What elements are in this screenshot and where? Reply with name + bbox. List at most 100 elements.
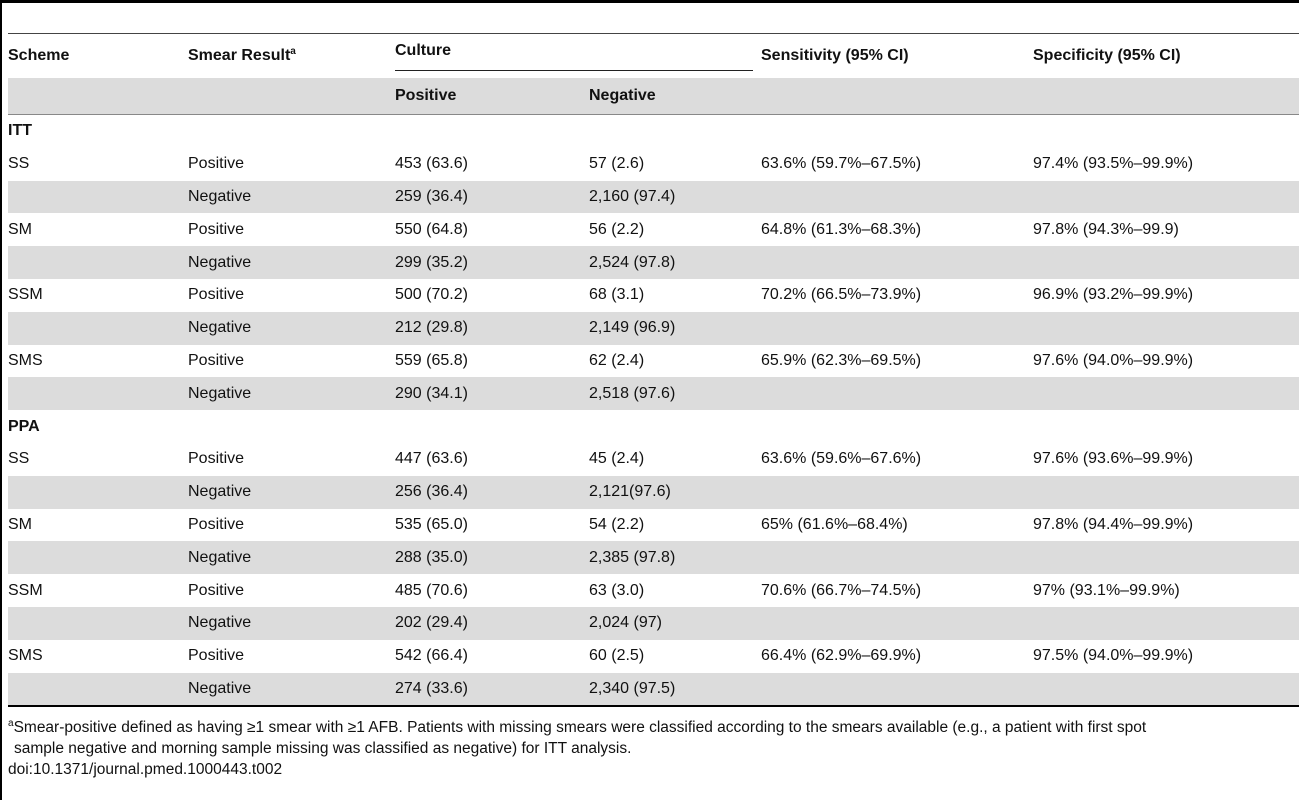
cell-specificity xyxy=(1033,311,1299,345)
table-row: SSM Positive 500 (70.2) 68 (3.1) 70.2% (66.5… xyxy=(8,279,1299,312)
cell-culture-negative: 68 (3.1) xyxy=(589,286,645,304)
cell-sensitivity: 64.8% (61.3%–68.3%) xyxy=(761,220,922,238)
table-row: SSM Positive 485 (70.6) 63 (3.0) 70.6% (66.7… xyxy=(8,574,1299,607)
cell-sensitivity: 63.6% (59.6%–67.6%) xyxy=(761,450,922,468)
cell-smear-result: Negative xyxy=(188,606,395,640)
cell-culture-negative: 2,160 (97.4) xyxy=(589,180,761,214)
cell-specificity: 97.6% (93.6%–99.9%) xyxy=(1033,450,1194,468)
cell-smear-result: Positive xyxy=(188,581,245,599)
cell-scheme xyxy=(8,541,188,575)
cell-culture-positive: 274 (33.6) xyxy=(395,672,589,708)
cell-culture-negative: 57 (2.6) xyxy=(589,155,645,173)
table-row: SS Positive 453 (63.6) 57 (2.6) 63.6% (59.7%… xyxy=(8,148,1299,181)
header-row-1: Scheme Smear Resulta Culture Sensitivity… xyxy=(8,34,1299,79)
cell-scheme xyxy=(8,475,188,509)
title-spacer-row xyxy=(8,0,1299,34)
cell-smear-result: Negative xyxy=(188,180,395,214)
table-row: Negative 202 (29.4) 2,024 (97) xyxy=(8,606,1299,640)
cell-culture-positive: 559 (65.8) xyxy=(395,351,468,369)
cell-culture-positive: 500 (70.2) xyxy=(395,286,468,304)
cell-scheme xyxy=(8,672,188,708)
cell-sensitivity: 66.4% (62.9%–69.9%) xyxy=(761,647,922,665)
cell-smear-result: Negative xyxy=(188,377,395,411)
cell-smear-result: Positive xyxy=(188,286,245,304)
cell-scheme xyxy=(8,180,188,214)
cell-culture-positive: 288 (35.0) xyxy=(395,541,589,575)
cell-culture-positive: 485 (70.6) xyxy=(395,581,468,599)
cell-culture-positive: 550 (64.8) xyxy=(395,220,468,238)
cell-culture-negative: 60 (2.5) xyxy=(589,647,645,665)
results-table: Scheme Smear Resulta Culture Sensitivity… xyxy=(8,0,1299,708)
section-title: PPA xyxy=(8,417,40,435)
cell-culture-positive: 259 (36.4) xyxy=(395,180,589,214)
cell-smear-result: Positive xyxy=(188,351,245,369)
cell-scheme: SM xyxy=(8,220,32,238)
cell-culture-positive: 542 (66.4) xyxy=(395,647,468,665)
cell-smear-result: Positive xyxy=(188,220,245,238)
table-row: SMS Positive 559 (65.8) 62 (2.4) 65.9% (62.3… xyxy=(8,345,1299,378)
table-container: Scheme Smear Resulta Culture Sensitivity… xyxy=(8,0,1299,708)
cell-scheme: SS xyxy=(8,450,30,468)
cell-culture-positive: 535 (65.0) xyxy=(395,515,468,533)
cell-culture-negative: 2,524 (97.8) xyxy=(589,246,761,279)
cell-smear-result: Negative xyxy=(188,541,395,575)
cell-smear-result: Positive xyxy=(188,450,245,468)
cell-specificity xyxy=(1033,377,1299,411)
cell-specificity xyxy=(1033,180,1299,214)
cell-specificity xyxy=(1033,475,1299,509)
cell-culture-positive: 202 (29.4) xyxy=(395,606,589,640)
section-header-row: PPA xyxy=(8,410,1299,443)
cell-culture-positive: 256 (36.4) xyxy=(395,475,589,509)
cell-scheme xyxy=(8,246,188,279)
footnote-line-2: sample negative and morning sample missi… xyxy=(14,740,632,758)
cell-smear-result: Positive xyxy=(188,647,245,665)
cell-culture-negative: 56 (2.2) xyxy=(589,220,645,238)
cell-scheme: SSM xyxy=(8,581,43,599)
cell-scheme: SM xyxy=(8,515,32,533)
cell-specificity: 97.4% (93.5%–99.9%) xyxy=(1033,155,1194,173)
cell-culture-positive: 453 (63.6) xyxy=(395,155,468,173)
cell-smear-result: Negative xyxy=(188,311,395,345)
col-header-culture-negative: Negative xyxy=(589,78,761,115)
cell-culture-negative: 45 (2.4) xyxy=(589,450,645,468)
cell-sensitivity xyxy=(761,606,1033,640)
table-row: Negative 288 (35.0) 2,385 (97.8) xyxy=(8,541,1299,575)
cell-smear-result: Positive xyxy=(188,515,245,533)
cell-sensitivity: 63.6% (59.7%–67.5%) xyxy=(761,155,922,173)
cell-sensitivity xyxy=(761,246,1033,279)
cell-culture-negative: 62 (2.4) xyxy=(589,351,645,369)
cell-sensitivity: 70.6% (66.7%–74.5%) xyxy=(761,581,922,599)
cell-culture-positive: 212 (29.8) xyxy=(395,311,589,345)
cell-culture-negative: 2,385 (97.8) xyxy=(589,541,761,575)
table-row: Negative 256 (36.4) 2,121(97.6) xyxy=(8,475,1299,509)
cell-specificity xyxy=(1033,606,1299,640)
cell-culture-positive: 299 (35.2) xyxy=(395,246,589,279)
cell-sensitivity xyxy=(761,541,1033,575)
col-header-culture-positive: Positive xyxy=(395,78,589,115)
cell-culture-negative: 2,024 (97) xyxy=(589,606,761,640)
cell-culture-negative: 63 (3.0) xyxy=(589,581,645,599)
footnote: aSmear-positive defined as having ≥1 sme… xyxy=(8,717,1299,780)
cell-specificity: 97.8% (94.3%–99.9) xyxy=(1033,220,1179,238)
col-header-culture: Culture xyxy=(395,34,761,79)
cell-culture-negative: 2,149 (96.9) xyxy=(589,311,761,345)
cell-scheme xyxy=(8,377,188,411)
table-row: SS Positive 447 (63.6) 45 (2.4) 63.6% (59.6%… xyxy=(8,443,1299,476)
cell-scheme: SMS xyxy=(8,351,43,369)
cell-sensitivity xyxy=(761,672,1033,708)
cell-specificity: 97.5% (94.0%–99.9%) xyxy=(1033,647,1194,665)
cell-scheme xyxy=(8,311,188,345)
cell-culture-positive: 290 (34.1) xyxy=(395,377,589,411)
cell-scheme: SSM xyxy=(8,286,43,304)
table-row: Negative 259 (36.4) 2,160 (97.4) xyxy=(8,180,1299,214)
cell-smear-result: Positive xyxy=(188,155,245,173)
table-row: Negative 212 (29.8) 2,149 (96.9) xyxy=(8,311,1299,345)
cell-specificity xyxy=(1033,672,1299,708)
cell-smear-result: Negative xyxy=(188,672,395,708)
header-row-2: Positive Negative xyxy=(8,78,1299,115)
col-header-scheme: Scheme xyxy=(8,47,70,64)
cell-scheme: SMS xyxy=(8,647,43,665)
col-header-sensitivity: Sensitivity (95% CI) xyxy=(761,47,909,64)
cell-culture-negative: 2,340 (97.5) xyxy=(589,672,761,708)
section-title: ITT xyxy=(8,122,32,140)
